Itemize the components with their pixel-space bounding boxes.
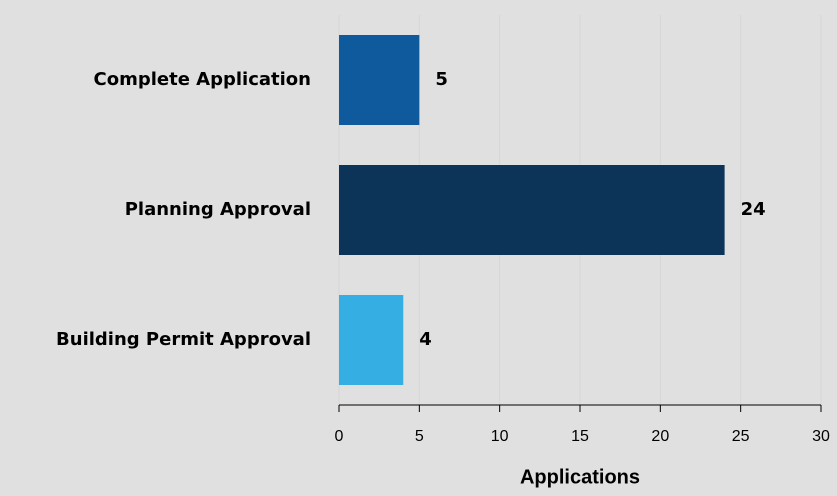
bar bbox=[339, 35, 420, 125]
bar bbox=[339, 295, 404, 385]
y-tick-label: Complete Application bbox=[94, 69, 312, 90]
x-axis-title: Applications bbox=[520, 466, 640, 488]
data-label: 5 bbox=[435, 69, 448, 90]
data-label: 4 bbox=[419, 329, 432, 350]
x-tick-label: 5 bbox=[415, 428, 424, 445]
bar bbox=[339, 165, 725, 255]
x-tick-label: 10 bbox=[491, 428, 509, 445]
x-tick-label: 25 bbox=[732, 428, 750, 445]
x-tick-label: 20 bbox=[651, 428, 669, 445]
x-tick-label: 30 bbox=[812, 428, 830, 445]
y-tick-label: Planning Approval bbox=[125, 199, 311, 220]
x-tick-label: 0 bbox=[335, 428, 344, 445]
y-tick-label: Building Permit Approval bbox=[56, 329, 311, 350]
x-tick-label: 15 bbox=[571, 428, 589, 445]
data-label: 24 bbox=[741, 199, 766, 220]
